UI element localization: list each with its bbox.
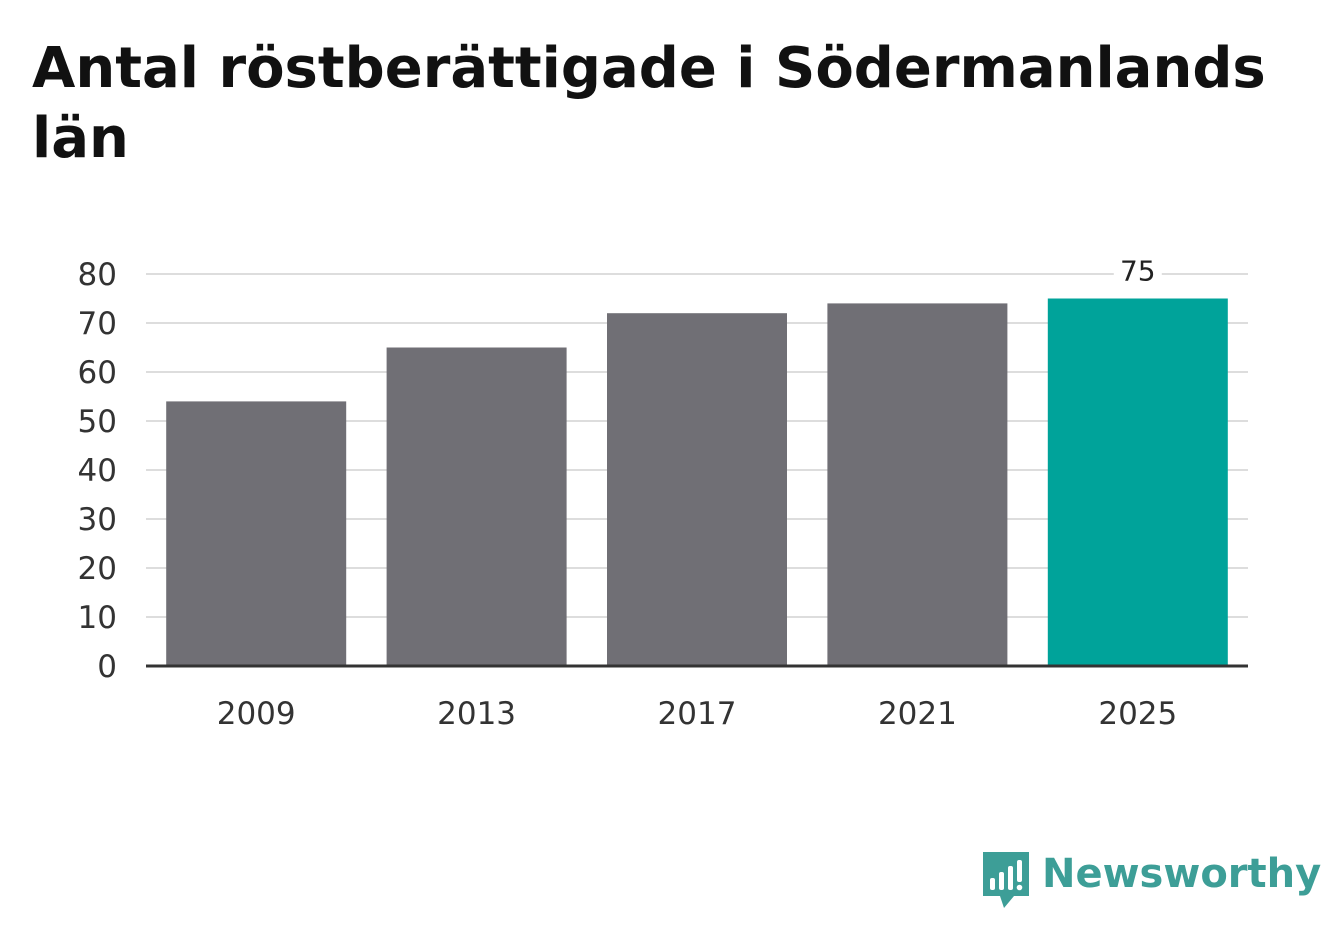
data-label: 75 <box>1120 255 1156 288</box>
y-tick-label: 80 <box>78 257 117 293</box>
y-tick-label: 60 <box>78 355 117 391</box>
bar-2009 <box>166 401 347 666</box>
y-tick-label: 70 <box>78 306 117 342</box>
y-axis-tick-labels: 0 10 20 30 40 50 60 70 80 <box>78 257 117 685</box>
x-tick-label: 2013 <box>437 696 516 732</box>
y-tick-label: 0 <box>97 649 117 685</box>
brand-logo: Newsworthy <box>980 850 1321 910</box>
bar-2025 <box>1047 298 1228 666</box>
x-tick-label: 2025 <box>1098 696 1177 732</box>
bar-chart-speech-bubble-icon <box>983 852 1029 908</box>
x-axis-tick-labels: 2009 2013 2017 2021 2025 <box>217 696 1178 732</box>
chart-title: Antal röstberättigade i Södermanlands lä… <box>32 36 1266 171</box>
data-labels: 75 <box>1113 255 1162 291</box>
y-tick-label: 40 <box>78 453 117 489</box>
bar-2013 <box>386 347 567 666</box>
x-tick-label: 2021 <box>878 696 957 732</box>
bar-2017 <box>607 313 787 666</box>
y-tick-label: 10 <box>78 600 117 636</box>
y-tick-label: 20 <box>78 551 117 587</box>
bar-2021 <box>827 303 1008 666</box>
brand-name: Newsworthy <box>1042 851 1322 897</box>
bars <box>166 298 1228 666</box>
x-tick-label: 2009 <box>217 696 296 732</box>
x-tick-label: 2017 <box>658 696 737 732</box>
data-label-background <box>1113 258 1162 291</box>
y-tick-label: 50 <box>78 404 117 440</box>
y-tick-label: 30 <box>78 502 117 538</box>
